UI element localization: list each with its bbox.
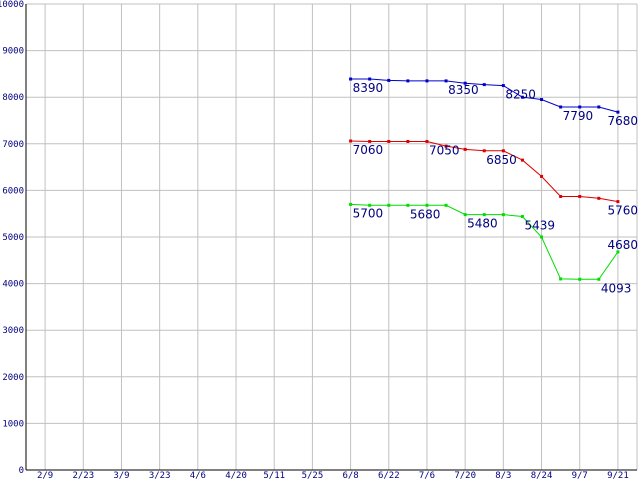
data-label: 4093 [601,281,632,295]
data-label: 5480 [467,217,498,231]
y-tick-label: 4000 [2,280,24,290]
data-point [406,79,410,83]
data-point [349,77,353,81]
data-point [501,213,505,217]
data-point [578,277,582,281]
x-tick-label: 7/6 [419,471,435,480]
data-point [349,139,353,143]
data-point [482,83,486,87]
x-tick-label: 9/7 [572,471,588,480]
x-tick-label: 6/22 [378,471,400,480]
data-point [463,213,467,217]
x-tick-label: 2/9 [37,471,53,480]
data-point [387,139,391,143]
x-tick-label: 8/3 [495,471,511,480]
data-point [540,174,544,178]
data-label: 8350 [448,83,479,97]
data-point [444,203,448,207]
data-point [616,110,620,114]
y-tick-label: 9000 [2,47,24,57]
data-point [444,79,448,83]
data-point [597,196,601,200]
data-point [520,158,524,162]
data-label: 7060 [353,143,384,157]
x-tick-label: 8/24 [531,471,553,480]
data-point [482,149,486,153]
y-tick-label: 2000 [2,373,24,383]
data-label: 5700 [353,206,384,220]
y-tick-label: 8000 [2,93,24,103]
y-tick-label: 1000 [2,419,24,429]
x-tick-label: 7/20 [454,471,476,480]
data-label: 7050 [429,143,460,157]
y-tick-label: 7000 [2,140,24,150]
data-label: 5760 [608,204,639,218]
data-point [425,79,429,83]
chart-grid [26,3,638,470]
x-tick-label: 2/23 [72,471,94,480]
data-point [387,203,391,207]
data-point [349,202,353,206]
x-axis-tick-labels: 2/9 2/23 3/9 3/23 4/6 4/20 5/11 5/25 6/8 6/22 7/6 7… [37,471,629,480]
data-point [520,215,524,219]
data-point [578,194,582,198]
data-point [368,139,372,143]
data-point [559,277,563,281]
data-point [406,203,410,207]
data-point [501,149,505,153]
x-tick-label: 5/25 [302,471,324,480]
data-point [463,147,467,151]
data-point [425,203,429,207]
data-label: 5680 [410,207,441,221]
data-label: 7790 [563,109,594,123]
x-tick-label: 6/8 [342,471,358,480]
data-point [559,105,563,109]
data-label: 6850 [486,153,517,167]
data-point [406,139,410,143]
data-point [616,200,620,204]
data-point [501,84,505,88]
data-point [482,213,486,217]
y-axis-tick-labels: 0 1000 2000 3000 4000 5000 6000 7000 8000 9000 100… [0,0,24,476]
x-tick-label: 4/20 [225,471,247,480]
data-point [578,105,582,109]
x-tick-label: 5/11 [263,471,285,480]
data-point [368,77,372,81]
data-point [463,81,467,85]
data-label: 8250 [505,88,536,102]
x-tick-label: 9/21 [607,471,629,480]
y-tick-label: 6000 [2,186,24,196]
data-point [597,277,601,281]
y-tick-label: 3000 [2,326,24,336]
data-label: 4680 [608,238,639,252]
x-tick-label: 3/23 [149,471,171,480]
data-point [616,250,620,254]
data-point [368,203,372,207]
data-point [559,194,563,198]
chart-axes [25,4,637,471]
data-point [520,95,524,99]
x-tick-label: 3/9 [113,471,129,480]
data-point [444,144,448,148]
data-point [425,139,429,143]
data-point [540,98,544,102]
x-tick-label: 4/6 [190,471,206,480]
y-tick-label: 10000 [0,0,24,10]
data-label: 5439 [524,219,555,233]
data-point [387,78,391,82]
data-label: 7680 [608,114,639,128]
y-tick-label: 5000 [2,233,24,243]
data-label: 8390 [353,81,384,95]
y-tick-label: 0 [19,466,24,476]
chart-series [349,77,620,281]
data-point [597,105,601,109]
data-labels: 8390 8350 8250 7790 7680 7060 7050 6850 5760 5700… [353,81,638,295]
data-point [540,235,544,239]
